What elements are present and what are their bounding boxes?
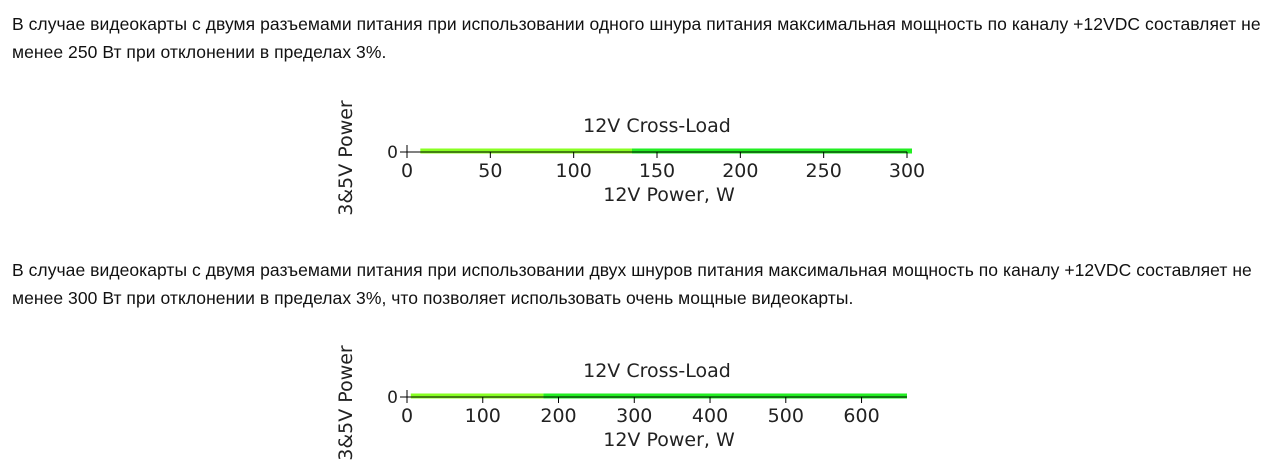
chart-svg: 12V Cross-Load 0 50 100 150 200 250 300 0 12V Pow… bbox=[335, 100, 925, 216]
y-tick-label: 0 bbox=[387, 143, 398, 163]
chart-title: 12V Cross-Load bbox=[583, 115, 731, 137]
x-tick-label: 200 bbox=[540, 405, 576, 427]
x-tick-label: 300 bbox=[616, 405, 652, 427]
cross-load-chart-one-cord: 12V Cross-Load 0 50 100 150 200 250 300 0 12V Pow… bbox=[330, 100, 930, 220]
x-tick-label: 0 bbox=[401, 160, 413, 182]
x-tick-label: 300 bbox=[889, 160, 925, 182]
paragraph-two-cords: В случае видеокарты с двумя разъемами пи… bbox=[12, 260, 1252, 308]
x-tick-label: 100 bbox=[556, 160, 592, 182]
x-tick-label: 400 bbox=[692, 405, 728, 427]
chart-title: 12V Cross-Load bbox=[583, 360, 731, 382]
chart-svg: 12V Cross-Load 0 100 200 300 400 500 600 0 12V Po… bbox=[335, 345, 907, 461]
x-tick-label: 600 bbox=[843, 405, 879, 427]
x-tick-label: 200 bbox=[722, 160, 758, 182]
x-axis-label: 12V Power, W bbox=[603, 429, 735, 451]
x-tick-label: 50 bbox=[478, 160, 502, 182]
y-axis-label: 3&5V Power bbox=[335, 345, 357, 461]
y-tick-label: 0 bbox=[387, 388, 398, 408]
paragraph-one-cord: В случае видеокарты с двумя разъемами пи… bbox=[12, 14, 1261, 62]
x-tick-label: 0 bbox=[401, 405, 413, 427]
x-axis-label: 12V Power, W bbox=[603, 184, 735, 206]
x-tick-label: 250 bbox=[806, 160, 842, 182]
x-tick-label: 150 bbox=[639, 160, 675, 182]
cross-load-chart-two-cords: 12V Cross-Load 0 100 200 300 400 500 600 0 12V Po… bbox=[330, 345, 930, 465]
y-axis-label: 3&5V Power bbox=[335, 100, 357, 216]
x-tick-label: 500 bbox=[768, 405, 804, 427]
x-tick-label: 100 bbox=[465, 405, 501, 427]
